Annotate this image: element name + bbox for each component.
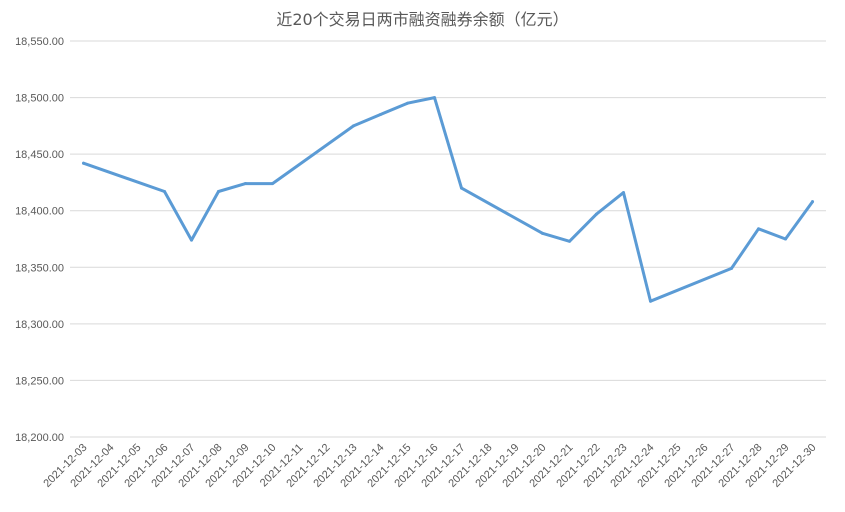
data-point xyxy=(541,231,544,235)
y-tick-label: 18,300.00 xyxy=(15,319,64,331)
data-point xyxy=(82,161,85,165)
data-point xyxy=(568,239,571,243)
data-point xyxy=(622,191,625,195)
data-point xyxy=(163,189,166,193)
y-tick-label: 18,400.00 xyxy=(15,206,64,218)
data-point xyxy=(460,186,463,190)
x-axis-ticks: 2021-12-032021-12-042021-12-052021-12-06… xyxy=(41,442,818,490)
data-point xyxy=(811,200,814,204)
y-tick-label: 18,500.00 xyxy=(15,93,64,105)
y-tick-label: 18,200.00 xyxy=(15,432,64,444)
y-tick-label: 18,450.00 xyxy=(15,149,64,161)
series-line xyxy=(82,96,814,303)
data-point xyxy=(595,212,598,216)
y-tick-label: 18,350.00 xyxy=(15,262,64,274)
data-point xyxy=(244,182,247,186)
data-point xyxy=(217,189,220,193)
data-point xyxy=(379,113,382,117)
data-point xyxy=(433,96,436,100)
gridlines xyxy=(70,40,826,438)
y-axis-ticks: 18,200.00 18,250.00 18,300.00 18,350.00 18,4… xyxy=(15,36,64,444)
chart-title: 近20个交易日两市融资融券余额（亿元） xyxy=(276,10,569,29)
data-point xyxy=(352,124,355,128)
data-point xyxy=(406,101,409,105)
y-tick-label: 18,250.00 xyxy=(15,375,64,387)
data-point xyxy=(784,237,787,241)
y-tick-label: 18,550.00 xyxy=(15,36,64,48)
data-point xyxy=(649,299,652,303)
series-area xyxy=(82,96,814,303)
data-point xyxy=(271,182,274,186)
data-point xyxy=(730,266,733,270)
data-point xyxy=(190,238,193,242)
data-point xyxy=(757,227,760,231)
